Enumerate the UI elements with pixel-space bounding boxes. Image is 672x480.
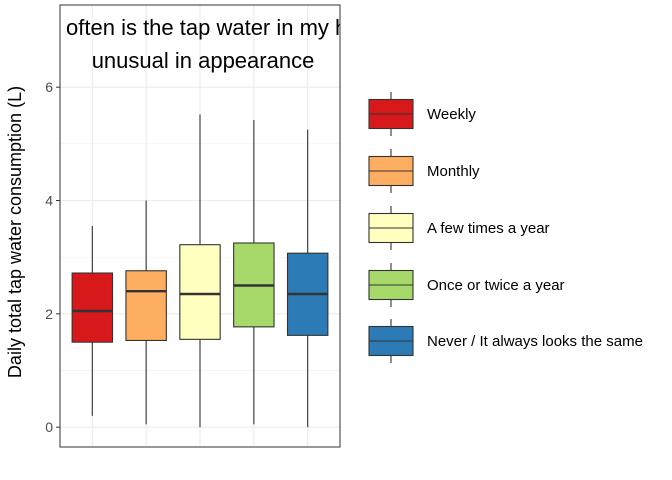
y-tick-label: 6	[45, 79, 53, 95]
chart-title-line-1: How often is the tap water in my home	[16, 15, 390, 40]
legend-label: Monthly	[427, 163, 480, 180]
legend-item-2: Monthly	[368, 149, 480, 193]
box-1	[71, 226, 114, 416]
y-tick-label: 4	[45, 193, 53, 209]
chart-title-line-2: unusual in appearance	[92, 48, 315, 73]
y-axis-title: Daily total tap water consumption (L)	[5, 86, 25, 378]
box-series	[71, 114, 329, 428]
y-axis-ticks: 0 2 4 6	[45, 79, 60, 435]
legend-label: Never / It always looks the same	[427, 333, 643, 350]
legend-item-3: A few times a year	[368, 206, 550, 250]
box-5	[286, 129, 329, 428]
legend-item-1: Weekly	[368, 92, 476, 136]
box-body	[179, 244, 221, 340]
legend-item-4: Once or twice a year	[368, 263, 565, 307]
legend-label: Once or twice a year	[427, 277, 565, 294]
legend-label: Weekly	[427, 106, 476, 123]
plot-border	[59, 4, 341, 448]
legend-label: A few times a year	[427, 220, 550, 237]
legend: Weekly Monthly A few times a year Once or t…	[368, 92, 643, 363]
y-tick-label: 2	[45, 306, 53, 322]
legend-item-5: Never / It always looks the same	[368, 319, 643, 363]
box-2	[125, 200, 167, 425]
box-3	[179, 114, 221, 428]
box-4	[233, 120, 275, 425]
y-tick-label: 0	[45, 419, 53, 435]
box-body	[125, 270, 167, 342]
box-body	[71, 272, 114, 343]
